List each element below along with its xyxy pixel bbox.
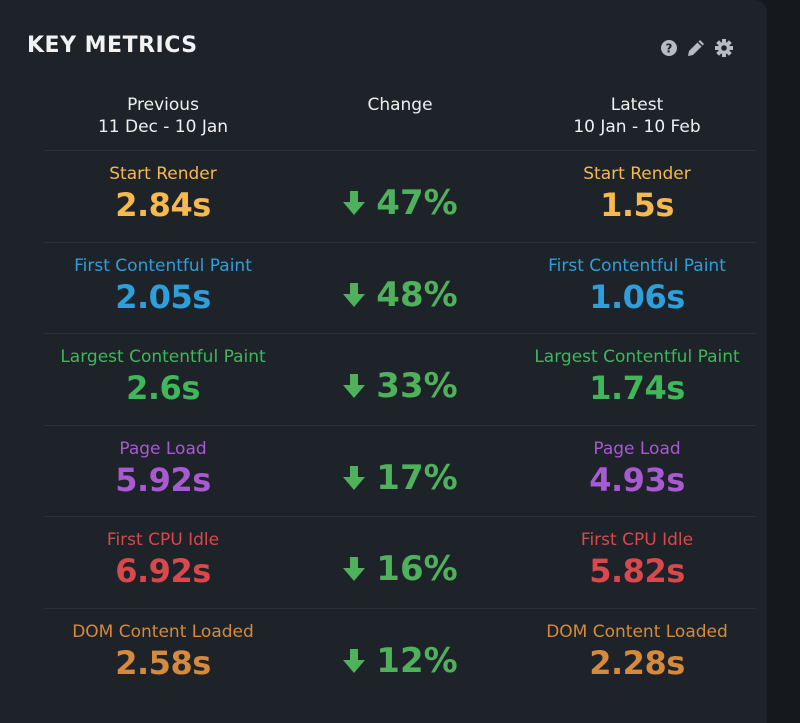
previous-header: Previous 11 Dec - 10 Jan: [13, 94, 313, 138]
metric-label: Page Load: [593, 438, 681, 459]
previous-value: 2.6s: [126, 369, 200, 407]
previous-cell: Page Load 5.92s: [13, 438, 313, 500]
metric-label: DOM Content Loaded: [72, 621, 254, 642]
latest-value: 5.82s: [589, 552, 685, 590]
change-value: 17%: [376, 457, 458, 498]
latest-cell: Largest Contentful Paint 1.74s: [487, 346, 787, 408]
metric-label: First CPU Idle: [580, 530, 694, 550]
latest-value: 1.74s: [589, 369, 685, 407]
previous-cell: Largest Contentful Paint 2.6s: [13, 346, 313, 408]
previous-value: 2.84s: [115, 186, 211, 224]
arrow-down-icon: [342, 458, 376, 498]
metric-label: First CPU Idle: [106, 530, 220, 550]
metric-label: First Contentful Paint: [74, 255, 252, 276]
previous-value: 6.92s: [115, 552, 211, 590]
latest-cell: Start Render 1.5s: [487, 163, 787, 225]
arrow-down-icon: [342, 641, 376, 681]
previous-value: 5.92s: [115, 460, 211, 499]
arrow-down-icon: [342, 183, 376, 223]
metric-row: First Contentful Paint 2.05s 48% First C…: [44, 241, 756, 334]
metric-row: Page Load 5.92s 17% Page Load 4.93s: [44, 424, 756, 517]
metric-row: DOM Content Loaded 2.58s 12% DOM Content…: [44, 607, 756, 700]
gear-icon[interactable]: [714, 38, 734, 58]
previous-label: Previous: [127, 95, 199, 115]
change-value: 33%: [376, 366, 458, 406]
latest-cell: First CPU Idle 5.82s: [487, 529, 787, 591]
latest-header: Latest 10 Jan - 10 Feb: [487, 94, 787, 138]
help-icon[interactable]: ?: [660, 39, 678, 57]
metric-row: First CPU Idle 6.92s 16% First CPU Idle …: [44, 516, 756, 608]
metric-row: Largest Contentful Paint 2.6s 33% Larges…: [44, 333, 756, 425]
change-cell: 33%: [250, 366, 550, 406]
arrow-down-icon: [342, 366, 376, 406]
previous-range: 11 Dec - 10 Jan: [97, 117, 229, 137]
latest-cell: DOM Content Loaded 2.28s: [487, 621, 787, 683]
change-value: 12%: [376, 640, 458, 681]
change-value: 16%: [376, 549, 458, 589]
change-cell: 16%: [250, 549, 550, 589]
panel-title: KEY METRICS: [27, 33, 198, 58]
change-cell: 12%: [250, 641, 550, 681]
previous-cell: DOM Content Loaded 2.58s: [13, 621, 313, 683]
previous-value: 2.05s: [115, 277, 211, 316]
change-cell: 48%: [250, 275, 550, 315]
latest-value: 1.5s: [600, 186, 674, 224]
previous-cell: First Contentful Paint 2.05s: [13, 255, 313, 317]
change-header: Change: [250, 94, 550, 116]
edit-icon[interactable]: [686, 38, 706, 58]
metric-label: DOM Content Loaded: [546, 621, 728, 642]
metric-label: Start Render: [583, 164, 691, 184]
metric-label: Page Load: [119, 438, 207, 459]
metric-label: First Contentful Paint: [548, 255, 726, 276]
change-cell: 47%: [250, 183, 550, 223]
metric-label: Start Render: [109, 164, 217, 184]
metric-row: Start Render 2.84s 47% Start Render 1.5s: [44, 150, 756, 242]
previous-value: 2.58s: [115, 643, 211, 682]
arrow-down-icon: [342, 275, 376, 315]
svg-text:?: ?: [666, 42, 673, 56]
metric-label: Largest Contentful Paint: [60, 347, 266, 367]
metric-label: Largest Contentful Paint: [534, 347, 740, 367]
latest-value: 1.06s: [589, 277, 685, 316]
latest-cell: Page Load 4.93s: [487, 438, 787, 500]
previous-cell: Start Render 2.84s: [13, 163, 313, 225]
change-cell: 17%: [250, 458, 550, 498]
latest-range: 10 Jan - 10 Feb: [573, 117, 701, 137]
arrow-down-icon: [342, 549, 376, 589]
key-metrics-panel: KEY METRICS ? Previous 11 Dec - 10 Jan C…: [0, 0, 767, 723]
latest-cell: First Contentful Paint 1.06s: [487, 255, 787, 317]
latest-value: 2.28s: [589, 643, 685, 682]
latest-label: Latest: [610, 95, 664, 115]
change-value: 47%: [376, 183, 458, 223]
change-label: Change: [367, 95, 433, 115]
change-value: 48%: [376, 274, 458, 315]
latest-value: 4.93s: [589, 460, 685, 499]
previous-cell: First CPU Idle 6.92s: [13, 529, 313, 591]
